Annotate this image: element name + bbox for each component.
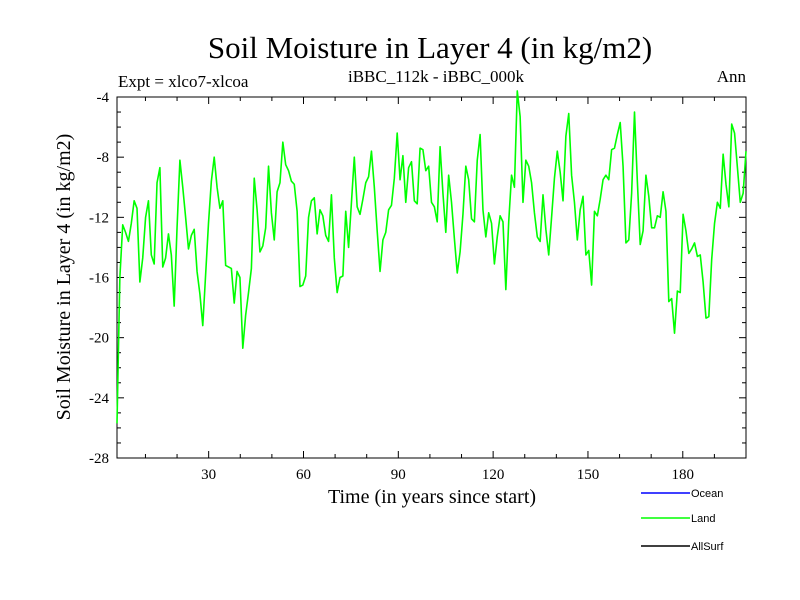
y-tick-label: -16: [89, 271, 109, 287]
legend-label-allsurf: AllSurf: [691, 541, 724, 553]
experiment-label: Expt = xlco7-xlcoa: [118, 72, 249, 91]
y-tick-label: -8: [97, 150, 110, 166]
y-axis-label: Soil Moisture in Layer 4 (in kg/m2): [53, 134, 75, 421]
period-label: Ann: [717, 67, 747, 86]
y-tick-label: -4: [97, 90, 110, 106]
plot-frame: [116, 96, 747, 459]
chart-title: Soil Moisture in Layer 4 (in kg/m2): [208, 30, 652, 65]
legend-label-land: Land: [691, 513, 715, 525]
x-tick-label: 60: [296, 467, 311, 483]
x-tick-label: 90: [391, 467, 406, 483]
y-tick-label: -28: [89, 451, 109, 467]
comparison-label: iBBC_112k - iBBC_000k: [348, 67, 525, 86]
legend: Ocean Land AllSurf: [641, 488, 724, 553]
x-tick-label: 150: [577, 467, 600, 483]
y-tick-label: -24: [89, 391, 109, 407]
y-tick-label: -12: [89, 210, 109, 226]
x-tick-label: 180: [672, 467, 695, 483]
x-tick-label: 120: [482, 467, 505, 483]
legend-label-ocean: Ocean: [691, 488, 723, 500]
x-axis-label: Time (in years since start): [328, 486, 536, 508]
series-line-land: [116, 90, 747, 424]
x-tick-label: 30: [201, 467, 216, 483]
y-tick-label: -20: [89, 331, 109, 347]
